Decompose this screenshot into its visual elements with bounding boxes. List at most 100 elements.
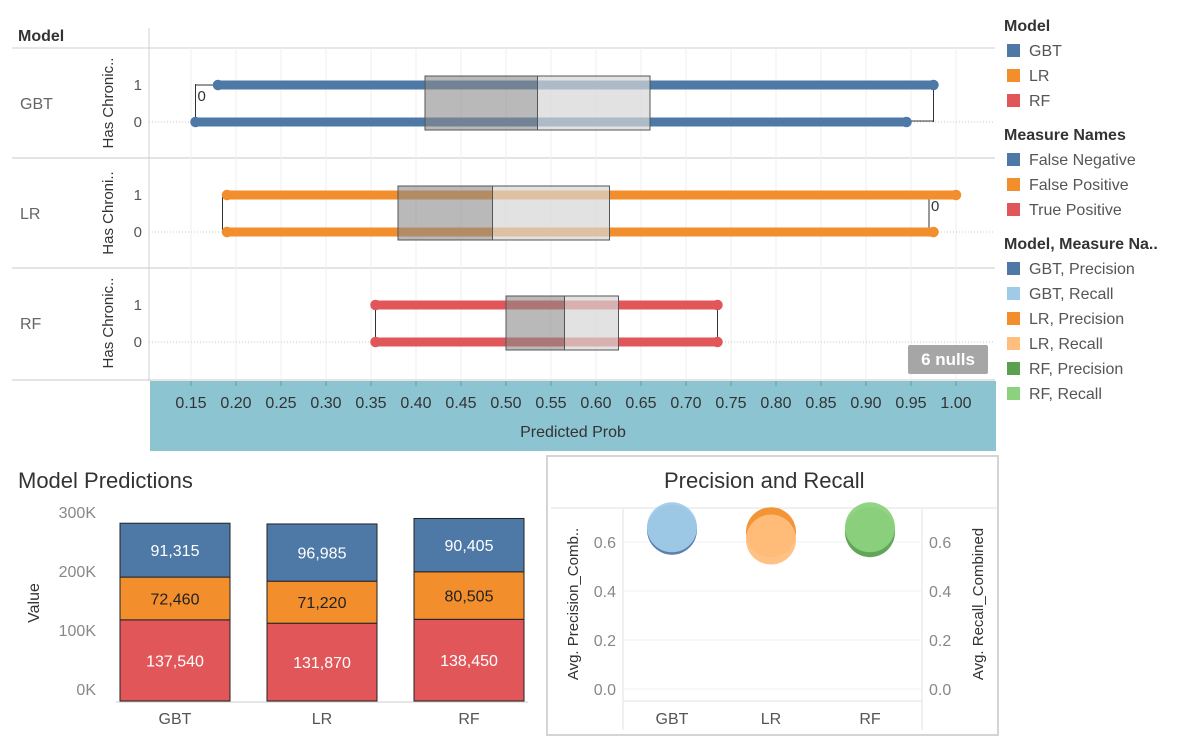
category-label: GBT <box>159 711 192 728</box>
x-tick-label: 0.55 <box>535 395 566 412</box>
row-tick-1: 1 <box>134 187 142 204</box>
legend-label: LR, Precision <box>1029 311 1125 328</box>
x-axis-band <box>150 381 996 451</box>
legend-swatch <box>1007 362 1020 375</box>
row-axis-label: Has Chronic.. <box>100 278 117 369</box>
pr-right-tick: 0.6 <box>929 535 951 552</box>
legend-label: GBT, Recall <box>1029 286 1114 303</box>
x-axis: 0.15 0.20 0.25 0.30 0.35 0.40 0.45 0.50 0.55 0.60… <box>175 381 972 412</box>
pr-category-label: GBT <box>656 711 689 728</box>
legend-label: False Positive <box>1029 177 1129 194</box>
legend-item[interactable]: False Negative <box>1007 151 1136 171</box>
legend-item[interactable]: True Positive <box>1007 201 1122 221</box>
bar-segment <box>119 522 231 578</box>
legend-item[interactable]: RF <box>1007 92 1050 112</box>
point-end-high <box>950 189 962 201</box>
predictions-bar-chart: 0K 100K 200K 300K Value 137,540 72,460 91,315 GB… <box>26 505 528 728</box>
legend-label: LR <box>1029 68 1050 85</box>
legend-swatch <box>1007 287 1020 300</box>
pr-left-tick: 0.4 <box>594 584 616 601</box>
legend-label: RF, Recall <box>1029 386 1102 403</box>
precision-recall-frame <box>546 455 999 736</box>
point-end-low <box>370 336 381 348</box>
precision-recall-title: Precision and Recall <box>664 468 865 493</box>
legend-swatch <box>1007 312 1020 325</box>
row-axis-label: Has Chroni.. <box>100 171 117 254</box>
legend-swatch <box>1007 153 1020 166</box>
pr-point-recall <box>647 502 697 553</box>
precision-recall-chart: 0.0 0.0 0.2 0.2 0.4 0.4 0.6 0.6 Avg. Precision_C… <box>551 502 997 730</box>
x-tick-label: 0.95 <box>895 395 926 412</box>
point-end-high <box>928 79 939 91</box>
pr-right-axis-title: Avg. Recall_Combined <box>970 528 987 680</box>
legend-item[interactable]: GBT <box>1007 42 1062 62</box>
pr-right-tick: 0.4 <box>929 584 951 601</box>
x-tick-label: 0.60 <box>580 395 611 412</box>
box-lower <box>424 75 538 131</box>
x-tick-label: 0.50 <box>490 395 521 412</box>
row-tick-0: 0 <box>134 224 142 241</box>
pr-left-tick: 0.6 <box>594 535 616 552</box>
legend-item[interactable]: LR, Precision <box>1007 310 1124 330</box>
x-tick-label: 0.30 <box>310 395 341 412</box>
x-tick-label: 0.25 <box>265 395 296 412</box>
legend-item[interactable]: LR, Recall <box>1007 335 1103 355</box>
legend-item[interactable]: LR <box>1007 67 1049 87</box>
legend-label: RF <box>1029 93 1051 110</box>
legend-swatch <box>1007 262 1020 275</box>
legend-item[interactable]: GBT, Recall <box>1007 285 1113 305</box>
y-axis-title: Value <box>26 583 43 623</box>
x-tick-label: 0.75 <box>715 395 746 412</box>
point-end-high <box>712 299 723 311</box>
point-end-low <box>370 299 381 311</box>
bar-segment <box>413 571 525 620</box>
model-column-header: Model <box>18 28 65 45</box>
point-end-low <box>221 226 233 238</box>
bar-value-label: 71,220 <box>298 595 347 612</box>
bar-value-label: 80,505 <box>445 589 494 606</box>
nulls-badge[interactable]: 6 nulls <box>908 345 988 374</box>
row-tick-0: 0 <box>134 334 142 351</box>
pr-right-tick: 0.0 <box>929 682 951 699</box>
legend-label: RF, Precision <box>1029 361 1124 378</box>
legend-item[interactable]: False Positive <box>1007 176 1129 196</box>
bar-segment <box>266 580 378 624</box>
row-tick-0: 0 <box>134 114 142 131</box>
bar-value-label: 131,870 <box>293 655 351 672</box>
legend-item[interactable]: GBT, Precision <box>1007 260 1135 280</box>
legend-label: True Positive <box>1029 202 1122 219</box>
box-upper <box>564 295 619 351</box>
legend-item[interactable]: RF, Recall <box>1007 385 1102 405</box>
legend-label: GBT, Precision <box>1029 261 1135 278</box>
point-end-low <box>190 116 201 128</box>
row-axis-label: Has Chronic.. <box>100 58 117 149</box>
bar-segment <box>119 576 231 621</box>
pr-category-label: LR <box>761 711 781 728</box>
point-end-high <box>712 336 723 348</box>
legend-item[interactable]: RF, Precision <box>1007 360 1123 380</box>
y-tick-label: 0K <box>76 682 96 699</box>
legend-swatch <box>1007 387 1020 400</box>
row-label-lr: LR <box>20 206 40 223</box>
box-lower <box>397 185 493 241</box>
box-upper <box>492 185 610 241</box>
row-tick-1: 1 <box>134 297 142 314</box>
legend-label: GBT <box>1029 43 1062 60</box>
point-end-low <box>221 189 233 201</box>
legend-label: LR, Recall <box>1029 336 1103 353</box>
legend-swatch <box>1007 44 1020 57</box>
legend-title: Model, Measure Na.. <box>1004 236 1158 253</box>
x-tick-label: 0.20 <box>220 395 251 412</box>
bar-segment <box>266 622 378 702</box>
category-label: LR <box>312 711 332 728</box>
box-upper <box>537 75 651 131</box>
legend-swatch <box>1007 337 1020 350</box>
x-axis-title: Predicted Prob <box>520 424 626 441</box>
x-tick-label: 1.00 <box>940 395 971 412</box>
row-tick-1: 1 <box>134 77 142 94</box>
x-tick-label: 0.65 <box>625 395 656 412</box>
x-tick-label: 0.35 <box>355 395 386 412</box>
legend-swatch <box>1007 203 1020 216</box>
pr-point-recall <box>845 502 895 553</box>
x-tick-label: 0.85 <box>805 395 836 412</box>
